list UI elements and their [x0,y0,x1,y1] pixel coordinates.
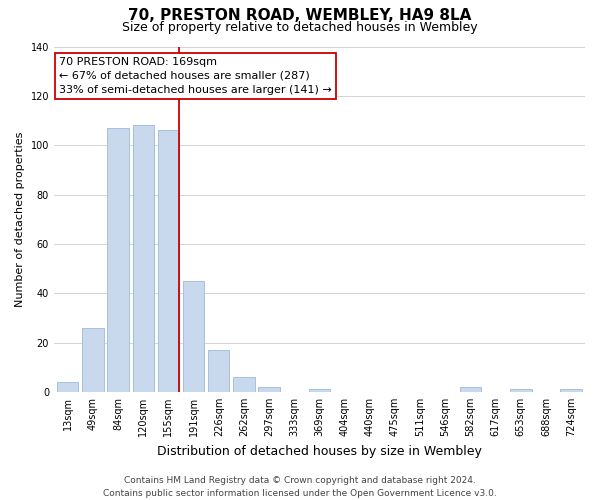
Bar [208,350,229,392]
Y-axis label: Number of detached properties: Number of detached properties [15,132,25,307]
Text: Size of property relative to detached houses in Wembley: Size of property relative to detached ho… [122,21,478,34]
Bar [107,128,129,392]
Bar [233,377,254,392]
Bar [460,387,481,392]
X-axis label: Distribution of detached houses by size in Wembley: Distribution of detached houses by size … [157,444,482,458]
Text: 70, PRESTON ROAD, WEMBLEY, HA9 8LA: 70, PRESTON ROAD, WEMBLEY, HA9 8LA [128,8,472,22]
Bar [309,390,330,392]
Bar [57,382,79,392]
Text: 70 PRESTON ROAD: 169sqm
← 67% of detached houses are smaller (287)
33% of semi-d: 70 PRESTON ROAD: 169sqm ← 67% of detache… [59,57,332,95]
Bar [158,130,179,392]
Text: Contains HM Land Registry data © Crown copyright and database right 2024.
Contai: Contains HM Land Registry data © Crown c… [103,476,497,498]
Bar [510,390,532,392]
Bar [82,328,104,392]
Bar [560,390,582,392]
Bar [259,387,280,392]
Bar [133,126,154,392]
Bar [183,281,205,392]
